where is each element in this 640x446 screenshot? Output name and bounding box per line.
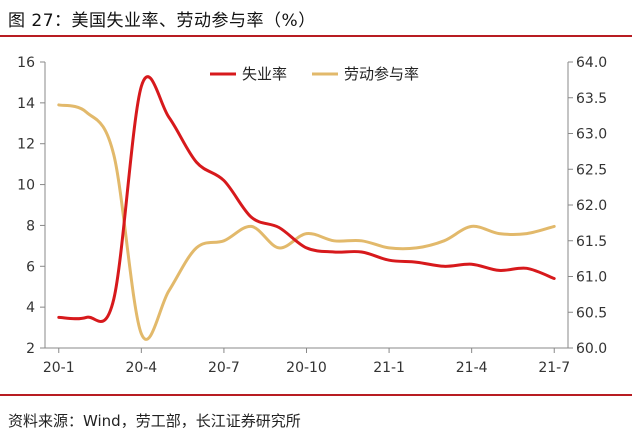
y-left-tick-label: 6 [26,259,35,275]
y-right-tick-label: 60.0 [576,341,607,357]
axes-layer: 2 4 6 8 10 12 14 16 60.0 60.5 61.0 61.5 62.0 62.5 63.0… [17,55,607,376]
y-left-tick-label: 8 [26,218,35,234]
legend-label: 劳动参与率 [344,65,419,83]
y-left-tick-label: 4 [26,300,35,316]
x-tick-label: 21-4 [456,360,488,376]
y-right-tick-label: 62.0 [576,198,607,214]
x-tick-label: 21-1 [373,360,405,376]
y-right-tick-label: 63.0 [576,127,607,143]
y-right-tick-label: 62.5 [576,162,607,178]
x-tick-label: 21-7 [538,360,570,376]
x-tick-label: 20-4 [125,360,157,376]
title-divider [0,35,632,37]
y-right-tick-label: 63.5 [576,91,607,107]
legend-label: 失业率 [242,65,287,83]
y-left-tick-label: 14 [17,96,35,112]
footer-divider [0,394,632,396]
x-tick-label: 20-7 [208,360,240,376]
y-left-tick-label: 12 [17,137,35,153]
y-right-tick-label: 60.5 [576,305,607,321]
x-tick-label: 20-1 [43,360,75,376]
series-line-unemployment [57,75,556,323]
y-right-tick-label: 61.5 [576,234,607,250]
x-tick-label: 20-10 [286,360,327,376]
figure-title: 图 27：美国失业率、劳动参与率（%） [8,11,316,31]
y-left-tick-label: 2 [26,341,35,357]
series-line-participation [57,103,556,341]
y-left-tick-label: 16 [17,55,35,71]
legend: 失业率 劳动参与率 [210,65,419,83]
series-layer [57,75,556,341]
source-note: 资料来源：Wind，劳工部，长江证券研究所 [8,412,301,430]
y-left-tick-label: 10 [17,178,35,194]
y-right-tick-label: 64.0 [576,55,607,71]
y-right-tick-label: 61.0 [576,270,607,286]
